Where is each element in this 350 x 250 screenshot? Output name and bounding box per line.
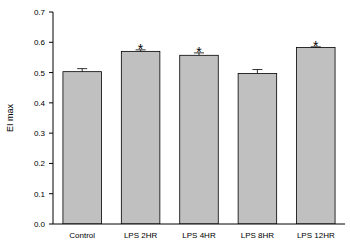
x-tick-label: LPS 2HR (124, 231, 158, 240)
y-tick-label: 0.1 (34, 190, 46, 199)
x-axis (53, 224, 345, 225)
error-cap (252, 69, 262, 70)
error-bar (77, 69, 87, 72)
y-tick (49, 163, 53, 164)
bar (121, 51, 160, 224)
y-tick (49, 133, 53, 134)
y-axis-label: EI max (5, 104, 15, 133)
y-tick-label: 0.6 (34, 38, 46, 47)
x-tick-label: LPS 12HR (297, 231, 335, 240)
y-tick (49, 72, 53, 73)
chart-container: * * * 0.0 0.1 0.2 0.3 0.4 0.5 0.6 0.7 Control LPS 2H… (0, 0, 350, 250)
bar (238, 73, 277, 224)
y-tick-label: 0.5 (34, 69, 46, 78)
significance-mark: * (313, 38, 319, 54)
y-tick (49, 12, 53, 13)
x-tick-label: Control (69, 231, 95, 240)
significance-mark: * (196, 44, 202, 60)
error-line (257, 70, 258, 74)
bar (63, 72, 102, 224)
y-tick-label: 0.4 (34, 99, 46, 108)
y-tick-label: 0.0 (34, 220, 46, 229)
error-cap (77, 68, 87, 69)
y-tick (49, 102, 53, 103)
y-tick (49, 224, 53, 225)
y-axis (53, 12, 54, 224)
x-tick-label: LPS 8HR (241, 231, 275, 240)
y-tick (49, 193, 53, 194)
error-bar (252, 70, 262, 74)
y-tick-label: 0.2 (34, 159, 46, 168)
y-tick-label: 0.7 (34, 8, 46, 17)
bars (63, 47, 335, 224)
chart: * * * 0.0 0.1 0.2 0.3 0.4 0.5 0.6 0.7 Control LPS 2H… (0, 0, 350, 250)
y-tick (49, 42, 53, 43)
bar (180, 55, 219, 224)
significance-mark: * (138, 41, 144, 57)
bar (297, 47, 336, 224)
error-line (82, 69, 83, 72)
x-tick-label: LPS 4HR (182, 231, 216, 240)
y-tick-label: 0.3 (34, 129, 46, 138)
